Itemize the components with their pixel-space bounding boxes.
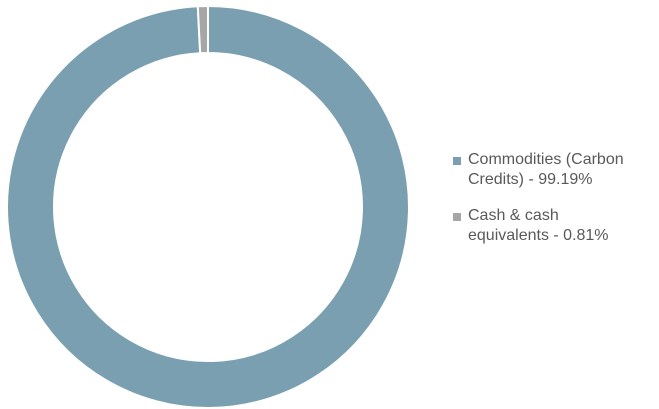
donut-chart xyxy=(6,4,410,409)
legend-label-cash: Cash & cash equivalents - 0.81% xyxy=(468,207,609,244)
legend-item-cash: Cash & cash equivalents - 0.81% xyxy=(453,206,659,246)
legend-swatch-cash xyxy=(453,213,461,221)
legend-label-commodities: Commodities (Carbon Credits) - 99.19% xyxy=(468,151,624,188)
donut-slice-cash xyxy=(196,4,209,55)
donut-slice-commodities xyxy=(6,4,410,409)
legend: Commodities (Carbon Credits) - 99.19% Ca… xyxy=(453,150,659,262)
legend-swatch-commodities xyxy=(453,157,461,165)
legend-item-commodities: Commodities (Carbon Credits) - 99.19% xyxy=(453,150,659,190)
